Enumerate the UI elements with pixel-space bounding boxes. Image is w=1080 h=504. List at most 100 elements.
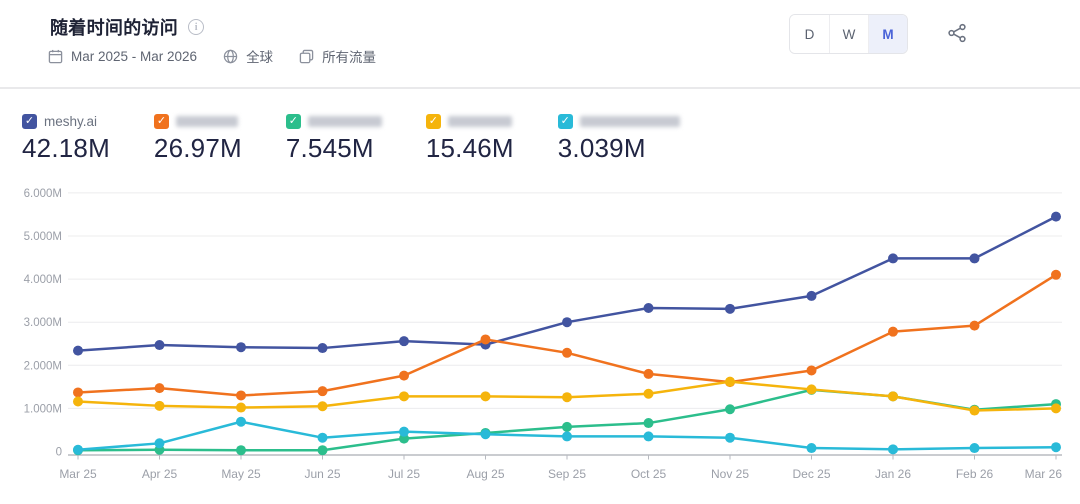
data-point-series-4-Feb 26[interactable] bbox=[969, 405, 980, 416]
x-axis-month-label: Mar 26 bbox=[1025, 467, 1063, 481]
data-point-series-2-Jan 26[interactable] bbox=[888, 326, 898, 337]
series-total-visits: 7.545M bbox=[285, 133, 374, 163]
data-point-series-4-Jun 25[interactable] bbox=[317, 401, 328, 412]
data-point-meshy.ai-Oct 25[interactable] bbox=[643, 302, 654, 313]
data-point-series-4-Dec 25[interactable] bbox=[806, 384, 817, 395]
series-label-redacted bbox=[579, 115, 680, 127]
series-total-visits: 3.039M bbox=[557, 133, 646, 163]
data-point-series-5-Mar 26[interactable] bbox=[1051, 442, 1061, 453]
data-point-series-2-May 25[interactable] bbox=[236, 390, 246, 401]
y-axis-tick-label: 2.000M bbox=[24, 360, 62, 372]
data-point-series-5-Aug 25[interactable] bbox=[480, 429, 491, 440]
x-axis-month-label: May 25 bbox=[221, 467, 261, 481]
data-point-series-2-Jul 25[interactable] bbox=[399, 370, 409, 381]
y-axis-tick-label: 5.000M bbox=[24, 231, 62, 243]
data-point-series-5-Oct 25[interactable] bbox=[643, 431, 654, 442]
data-point-meshy.ai-Mar 25[interactable] bbox=[73, 345, 83, 356]
date-range: Mar 2025 - Mar 2026 bbox=[71, 48, 198, 64]
legend-item-series-4: ✓ 15.46M bbox=[425, 112, 514, 164]
data-point-series-4-Mar 26[interactable] bbox=[1051, 403, 1061, 414]
data-point-series-2-Jun 25[interactable] bbox=[317, 386, 328, 397]
data-point-series-2-Mar 26[interactable] bbox=[1051, 269, 1061, 280]
data-point-meshy.ai-Sep 25[interactable] bbox=[562, 317, 572, 328]
data-point-series-4-Jul 25[interactable] bbox=[399, 391, 409, 402]
x-axis-month-label: Dec 25 bbox=[792, 467, 830, 481]
series-label: meshy.ai bbox=[44, 113, 98, 129]
data-point-series-5-Feb 26[interactable] bbox=[969, 443, 980, 454]
series-checkbox[interactable]: ✓ bbox=[557, 113, 573, 129]
data-point-meshy.ai-Mar 26[interactable] bbox=[1051, 211, 1061, 222]
data-point-series-2-Sep 25[interactable] bbox=[562, 347, 572, 358]
data-point-series-5-Apr 25[interactable] bbox=[154, 438, 165, 449]
visits-over-time-chart: 0 1.000M 2.000M 3.000M 4.000M 5.000M 6.000M Mar… bbox=[0, 174, 1080, 504]
data-point-meshy.ai-Dec 25[interactable] bbox=[806, 290, 817, 301]
data-point-series-5-May 25[interactable] bbox=[236, 416, 246, 427]
info-icon[interactable]: i bbox=[188, 19, 205, 35]
data-point-series-3-Nov 25[interactable] bbox=[725, 404, 735, 415]
data-point-series-2-Mar 25[interactable] bbox=[73, 387, 83, 398]
data-point-series-5-Dec 25[interactable] bbox=[806, 443, 817, 454]
data-point-meshy.ai-Jun 25[interactable] bbox=[317, 343, 328, 354]
data-point-series-3-Oct 25[interactable] bbox=[643, 418, 654, 429]
traffic-type-filter: 所有流量 bbox=[322, 50, 377, 65]
globe-icon bbox=[223, 49, 238, 64]
x-axis-month-label: Jul 25 bbox=[388, 467, 420, 481]
data-point-series-4-May 25[interactable] bbox=[236, 402, 246, 413]
series-line-series-2 bbox=[76, 273, 1058, 397]
x-axis-month-label: Oct 25 bbox=[631, 467, 667, 481]
data-point-series-5-Jun 25[interactable] bbox=[317, 432, 328, 443]
data-point-series-4-Jan 26[interactable] bbox=[888, 391, 898, 402]
series-checkbox[interactable]: ✓ bbox=[22, 113, 37, 129]
granularity-w-button[interactable]: W bbox=[829, 15, 868, 53]
data-point-series-5-Mar 25[interactable] bbox=[73, 444, 83, 455]
page-title: 随着时间的访问 bbox=[50, 18, 179, 38]
data-point-series-2-Dec 25[interactable] bbox=[806, 365, 817, 376]
y-axis-tick-label: 4.000M bbox=[24, 274, 62, 286]
data-point-meshy.ai-Jan 26[interactable] bbox=[888, 253, 898, 264]
legend-item-series-3: ✓ 7.545M bbox=[285, 112, 382, 164]
data-point-series-4-Apr 25[interactable] bbox=[154, 400, 165, 411]
data-point-meshy.ai-Feb 26[interactable] bbox=[969, 253, 980, 264]
data-point-series-2-Apr 25[interactable] bbox=[154, 383, 165, 394]
share-button[interactable] bbox=[946, 22, 968, 47]
data-point-series-4-Oct 25[interactable] bbox=[643, 388, 654, 399]
data-point-series-4-Nov 25[interactable] bbox=[725, 376, 735, 387]
data-point-series-4-Aug 25[interactable] bbox=[480, 391, 491, 402]
y-axis-tick-label: 6.000M bbox=[24, 188, 62, 200]
data-point-meshy.ai-May 25[interactable] bbox=[236, 342, 246, 353]
data-point-series-2-Oct 25[interactable] bbox=[643, 368, 654, 379]
data-point-series-4-Mar 25[interactable] bbox=[73, 396, 83, 407]
data-point-series-5-Jul 25[interactable] bbox=[399, 426, 409, 437]
series-total-visits: 15.46M bbox=[425, 133, 514, 163]
data-point-series-3-Sep 25[interactable] bbox=[562, 421, 572, 432]
x-axis-month-label: Feb 26 bbox=[956, 467, 994, 481]
share-icon bbox=[946, 23, 968, 47]
x-axis-month-label: Aug 25 bbox=[466, 467, 504, 481]
data-point-series-3-Jul 25[interactable] bbox=[399, 433, 409, 444]
series-total-visits: 42.18M bbox=[22, 133, 110, 163]
data-point-meshy.ai-Jul 25[interactable] bbox=[399, 336, 409, 347]
granularity-m-button[interactable]: M bbox=[868, 15, 907, 53]
calendar-icon bbox=[48, 49, 63, 64]
data-point-series-3-May 25[interactable] bbox=[236, 445, 246, 456]
series-checkbox[interactable]: ✓ bbox=[285, 113, 301, 129]
data-point-meshy.ai-Apr 25[interactable] bbox=[154, 340, 165, 351]
data-point-series-5-Sep 25[interactable] bbox=[562, 431, 572, 442]
legend-item-series-2: ✓ 26.97M bbox=[153, 112, 242, 164]
data-point-series-4-Sep 25[interactable] bbox=[562, 392, 572, 403]
series-checkbox[interactable]: ✓ bbox=[425, 113, 441, 129]
data-point-series-2-Aug 25[interactable] bbox=[480, 334, 491, 345]
region-filter: 全球 bbox=[246, 50, 274, 65]
x-axis-month-label: Sep 25 bbox=[548, 467, 586, 481]
granularity-d-button[interactable]: D bbox=[790, 15, 829, 53]
series-checkbox[interactable]: ✓ bbox=[153, 113, 169, 129]
data-point-meshy.ai-Nov 25[interactable] bbox=[725, 303, 735, 314]
series-label-redacted bbox=[447, 115, 512, 127]
data-point-series-5-Jan 26[interactable] bbox=[888, 444, 898, 455]
data-point-series-2-Feb 26[interactable] bbox=[969, 320, 980, 331]
data-point-series-5-Nov 25[interactable] bbox=[725, 432, 735, 443]
header-divider bbox=[0, 87, 1080, 89]
x-axis-month-label: Nov 25 bbox=[711, 467, 749, 481]
x-axis-month-label: Mar 25 bbox=[59, 467, 97, 481]
data-point-series-3-Jun 25[interactable] bbox=[317, 445, 328, 456]
